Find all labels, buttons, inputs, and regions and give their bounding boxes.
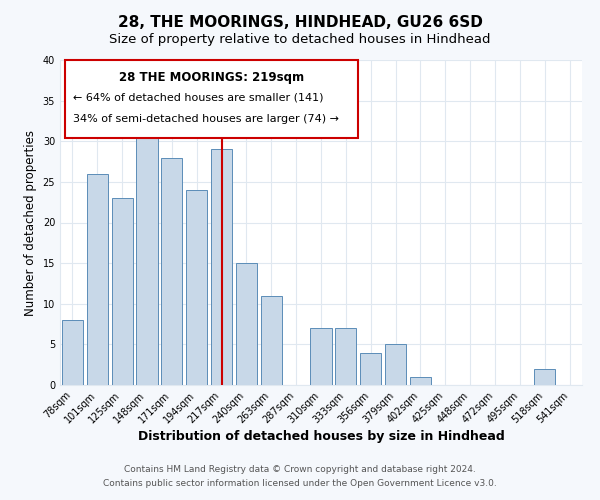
Bar [310, 328, 332, 385]
Text: Contains HM Land Registry data © Crown copyright and database right 2024.
Contai: Contains HM Land Registry data © Crown c… [103, 466, 497, 487]
Bar [62, 320, 83, 385]
FancyBboxPatch shape [65, 60, 358, 138]
Bar [335, 328, 356, 385]
Text: 28 THE MOORINGS: 219sqm: 28 THE MOORINGS: 219sqm [119, 72, 304, 85]
Bar [410, 377, 431, 385]
Bar [136, 133, 158, 385]
Bar [186, 190, 207, 385]
Bar [211, 150, 232, 385]
Bar [236, 263, 257, 385]
Text: ← 64% of detached houses are smaller (141): ← 64% of detached houses are smaller (14… [73, 92, 323, 102]
Bar [385, 344, 406, 385]
Bar [534, 369, 555, 385]
Text: Size of property relative to detached houses in Hindhead: Size of property relative to detached ho… [109, 32, 491, 46]
Bar [161, 158, 182, 385]
Text: 34% of semi-detached houses are larger (74) →: 34% of semi-detached houses are larger (… [73, 114, 339, 124]
Y-axis label: Number of detached properties: Number of detached properties [24, 130, 37, 316]
Bar [112, 198, 133, 385]
Bar [261, 296, 282, 385]
X-axis label: Distribution of detached houses by size in Hindhead: Distribution of detached houses by size … [137, 430, 505, 444]
Text: 28, THE MOORINGS, HINDHEAD, GU26 6SD: 28, THE MOORINGS, HINDHEAD, GU26 6SD [118, 15, 482, 30]
Bar [87, 174, 108, 385]
Bar [360, 352, 381, 385]
